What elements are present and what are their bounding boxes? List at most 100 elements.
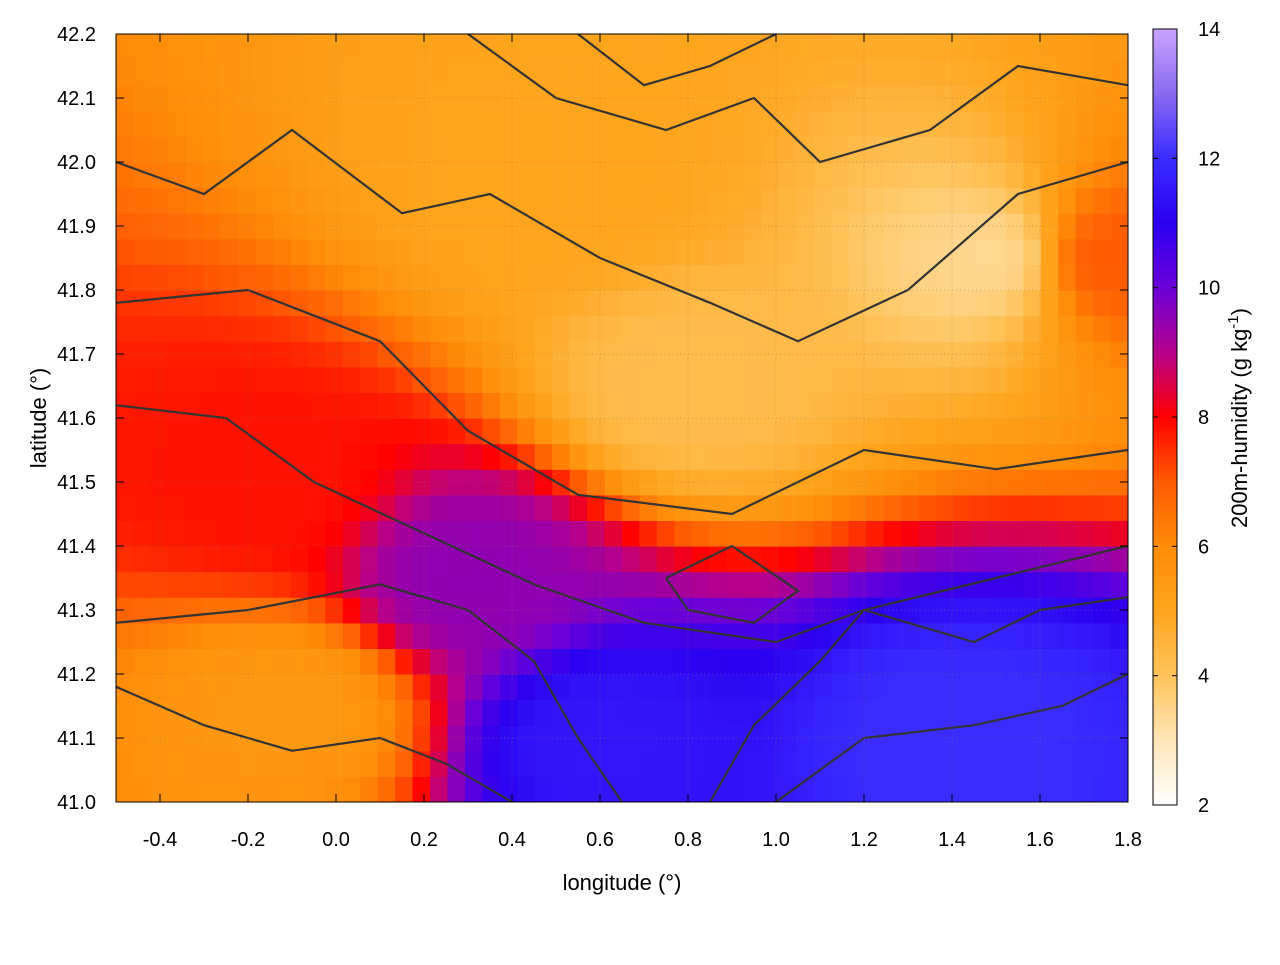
heatmap-cell: [220, 34, 239, 61]
heatmap-cell: [360, 392, 379, 419]
heatmap-cell: [1093, 34, 1112, 61]
heatmap-cell: [534, 418, 553, 445]
heatmap-cell: [709, 110, 728, 137]
x-tick-label: 1.4: [938, 829, 966, 851]
heatmap-cell: [866, 238, 885, 265]
heatmap-cell: [238, 520, 257, 547]
heatmap-cell: [1005, 546, 1024, 573]
heatmap-cell: [604, 238, 623, 265]
heatmap-cell: [813, 162, 832, 189]
heatmap-cell: [133, 648, 152, 675]
heatmap-cell: [918, 648, 937, 675]
heatmap-cell: [447, 648, 466, 675]
heatmap-cell: [587, 648, 606, 675]
heatmap-cell: [517, 315, 536, 342]
heatmap-cell: [1075, 136, 1094, 163]
heatmap-cell: [307, 366, 326, 393]
heatmap-cell: [1040, 315, 1059, 342]
heatmap-cell: [534, 162, 553, 189]
heatmap-cell: [604, 520, 623, 547]
heatmap-cell: [220, 341, 239, 368]
heatmap-cell: [290, 366, 309, 393]
heatmap-cell: [273, 699, 291, 726]
heatmap-cell: [674, 85, 693, 112]
heatmap-cell: [639, 162, 658, 189]
heatmap-cell: [360, 59, 379, 86]
heatmap-cell: [936, 290, 955, 317]
heatmap-cell: [831, 571, 850, 598]
heatmap-cell: [168, 725, 187, 752]
heatmap-cell: [150, 699, 169, 726]
y-tick-label: 41.4: [57, 536, 96, 558]
heatmap-cell: [273, 469, 291, 496]
heatmap-cell: [1040, 520, 1059, 547]
x-tick-label: 0.4: [498, 829, 526, 851]
heatmap-cell: [761, 520, 780, 547]
heatmap-cell: [622, 750, 640, 777]
heatmap-cell: [133, 34, 152, 61]
heatmap-cell: [779, 136, 797, 163]
heatmap-cell: [936, 494, 955, 521]
heatmap-cell: [1005, 418, 1024, 445]
heatmap-cell: [342, 699, 361, 726]
heatmap-cell: [412, 315, 431, 342]
heatmap-cell: [307, 674, 326, 701]
heatmap-cell: [482, 597, 501, 624]
heatmap-cell: [552, 418, 571, 445]
heatmap-cell: [290, 392, 309, 419]
heatmap-cell: [1005, 392, 1024, 419]
x-tick-label: -0.4: [143, 829, 177, 851]
heatmap-cell: [360, 725, 379, 752]
heatmap-cell: [604, 725, 623, 752]
heatmap-cell: [761, 34, 780, 61]
heatmap-cell: [622, 494, 640, 521]
heatmap-cell: [552, 85, 571, 112]
heatmap-cell: [482, 418, 501, 445]
heatmap-cell: [133, 494, 152, 521]
heatmap-cell: [342, 418, 361, 445]
heatmap-cell: [639, 315, 658, 342]
heatmap-cell: [936, 238, 955, 265]
heatmap-cell: [639, 290, 658, 317]
heatmap-cell: [1058, 341, 1077, 368]
heatmap-cell: [447, 110, 466, 137]
heatmap-cell: [238, 187, 257, 214]
heatmap-cell: [185, 315, 204, 342]
heatmap-cell: [1093, 597, 1112, 624]
heatmap-cell: [552, 674, 571, 701]
heatmap-cell: [465, 110, 483, 137]
heatmap-cell: [901, 110, 920, 137]
heatmap-cell: [116, 34, 134, 61]
heatmap-cell: [918, 520, 937, 547]
heatmap-cell: [1058, 776, 1077, 802]
heatmap-cell: [656, 187, 675, 214]
heatmap-cell: [639, 136, 658, 163]
heatmap-cell: [866, 546, 885, 573]
heatmap-cell: [1110, 85, 1128, 112]
heatmap-cell: [1110, 750, 1128, 777]
heatmap-cell: [1058, 290, 1077, 317]
heatmap-cell: [203, 315, 222, 342]
heatmap-cell: [569, 546, 588, 573]
heatmap-cell: [744, 648, 763, 675]
heatmap-cell: [307, 290, 326, 317]
heatmap-cell: [936, 750, 955, 777]
heatmap-cell: [1058, 213, 1077, 240]
heatmap-cell: [1075, 264, 1094, 291]
heatmap-cell: [622, 187, 640, 214]
heatmap-cell: [622, 110, 640, 137]
heatmap-cell: [813, 418, 832, 445]
heatmap-cell: [726, 546, 745, 573]
heatmap-cell: [988, 674, 1007, 701]
heatmap-cell: [971, 392, 989, 419]
heatmap-cell: [185, 494, 204, 521]
heatmap-cell: [726, 264, 745, 291]
heatmap-cell: [709, 366, 728, 393]
heatmap-cell: [133, 392, 152, 419]
heatmap-cell: [307, 418, 326, 445]
x-axis-ticks: -0.4 -0.2 0.0 0.2 0.4 0.6 0.8 1.0 1.2 1.4 1.6 1.8: [143, 34, 1142, 851]
heatmap-cell: [150, 290, 169, 317]
heatmap-cell: [709, 136, 728, 163]
heatmap-cell: [674, 136, 693, 163]
heatmap-cell: [1040, 674, 1059, 701]
